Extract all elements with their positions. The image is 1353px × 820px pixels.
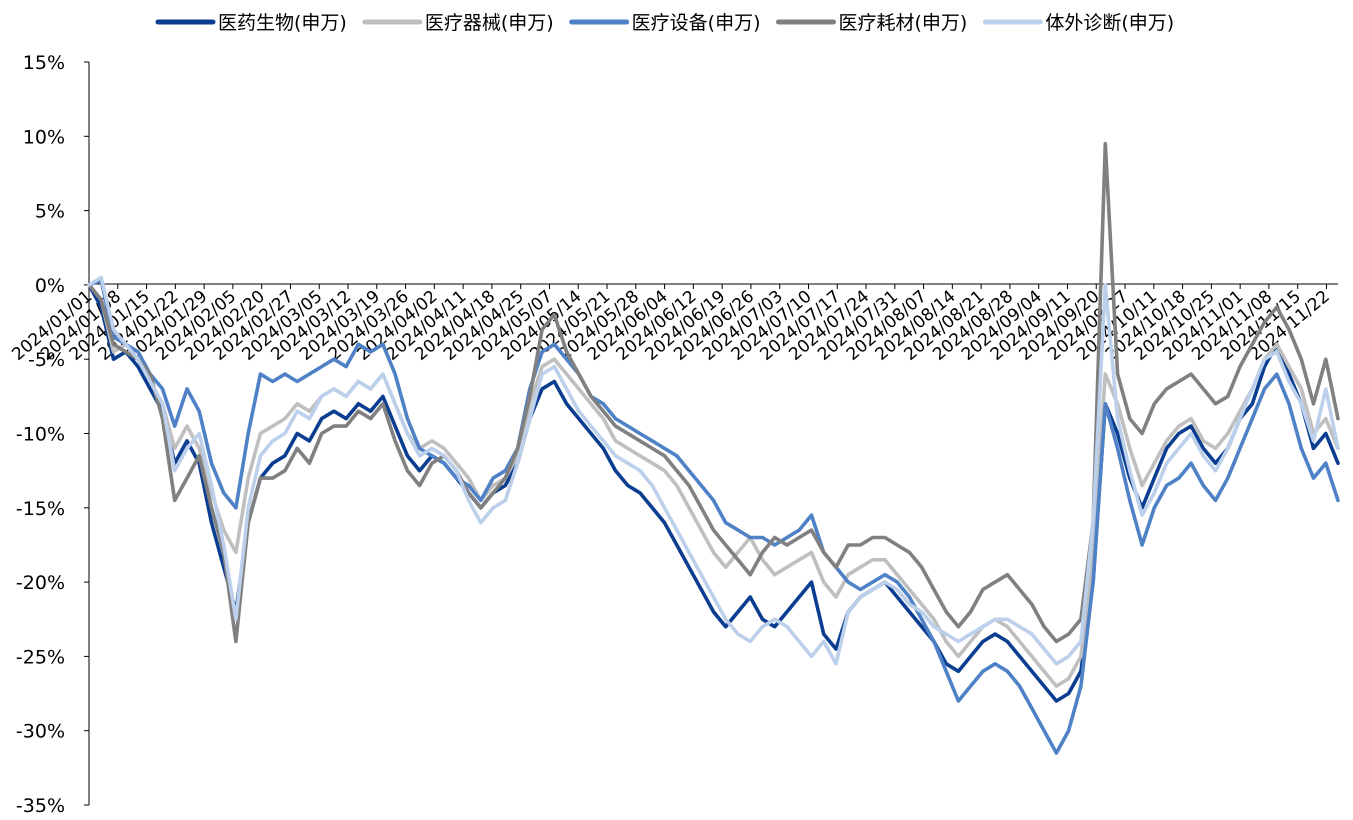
y-tick-label: 15%	[23, 52, 65, 74]
series-line-1	[87, 283, 1340, 703]
y-tick-label: 0%	[35, 275, 65, 297]
y-tick-label: -30%	[16, 721, 65, 743]
legend-label-3: 医疗设备(申万)	[632, 12, 761, 34]
legend-label-4: 医疗耗材(申万)	[838, 12, 967, 34]
legend: 医药生物(申万) 医疗器械(申万) 医疗设备(申万) 医疗耗材(申万) 体外诊断(申万)	[155, 12, 1174, 34]
axes: 15%10%5%0%-5%-10%-15%-20%-25%-30%-35%202…	[8, 52, 1338, 817]
legend-label-1: 医药生物(申万)	[218, 12, 347, 34]
series-line-2	[87, 283, 1340, 688]
y-tick-label: -10%	[16, 424, 65, 446]
y-tick-label: 10%	[23, 126, 65, 148]
series-lines	[87, 141, 1340, 755]
legend-label-5: 体外诊断(申万)	[1045, 12, 1174, 34]
y-tick-label: -5%	[28, 349, 65, 371]
y-tick-label: -25%	[16, 646, 65, 668]
series-line-4	[87, 141, 1340, 644]
series-line-3	[87, 278, 1340, 755]
y-tick-label: -15%	[16, 498, 65, 520]
y-tick-label: -35%	[16, 795, 65, 816]
legend-label-2: 医疗器械(申万)	[425, 12, 554, 34]
y-tick-label: 5%	[35, 201, 65, 223]
series-line-5	[87, 275, 1340, 666]
y-tick-label: -20%	[16, 572, 65, 594]
